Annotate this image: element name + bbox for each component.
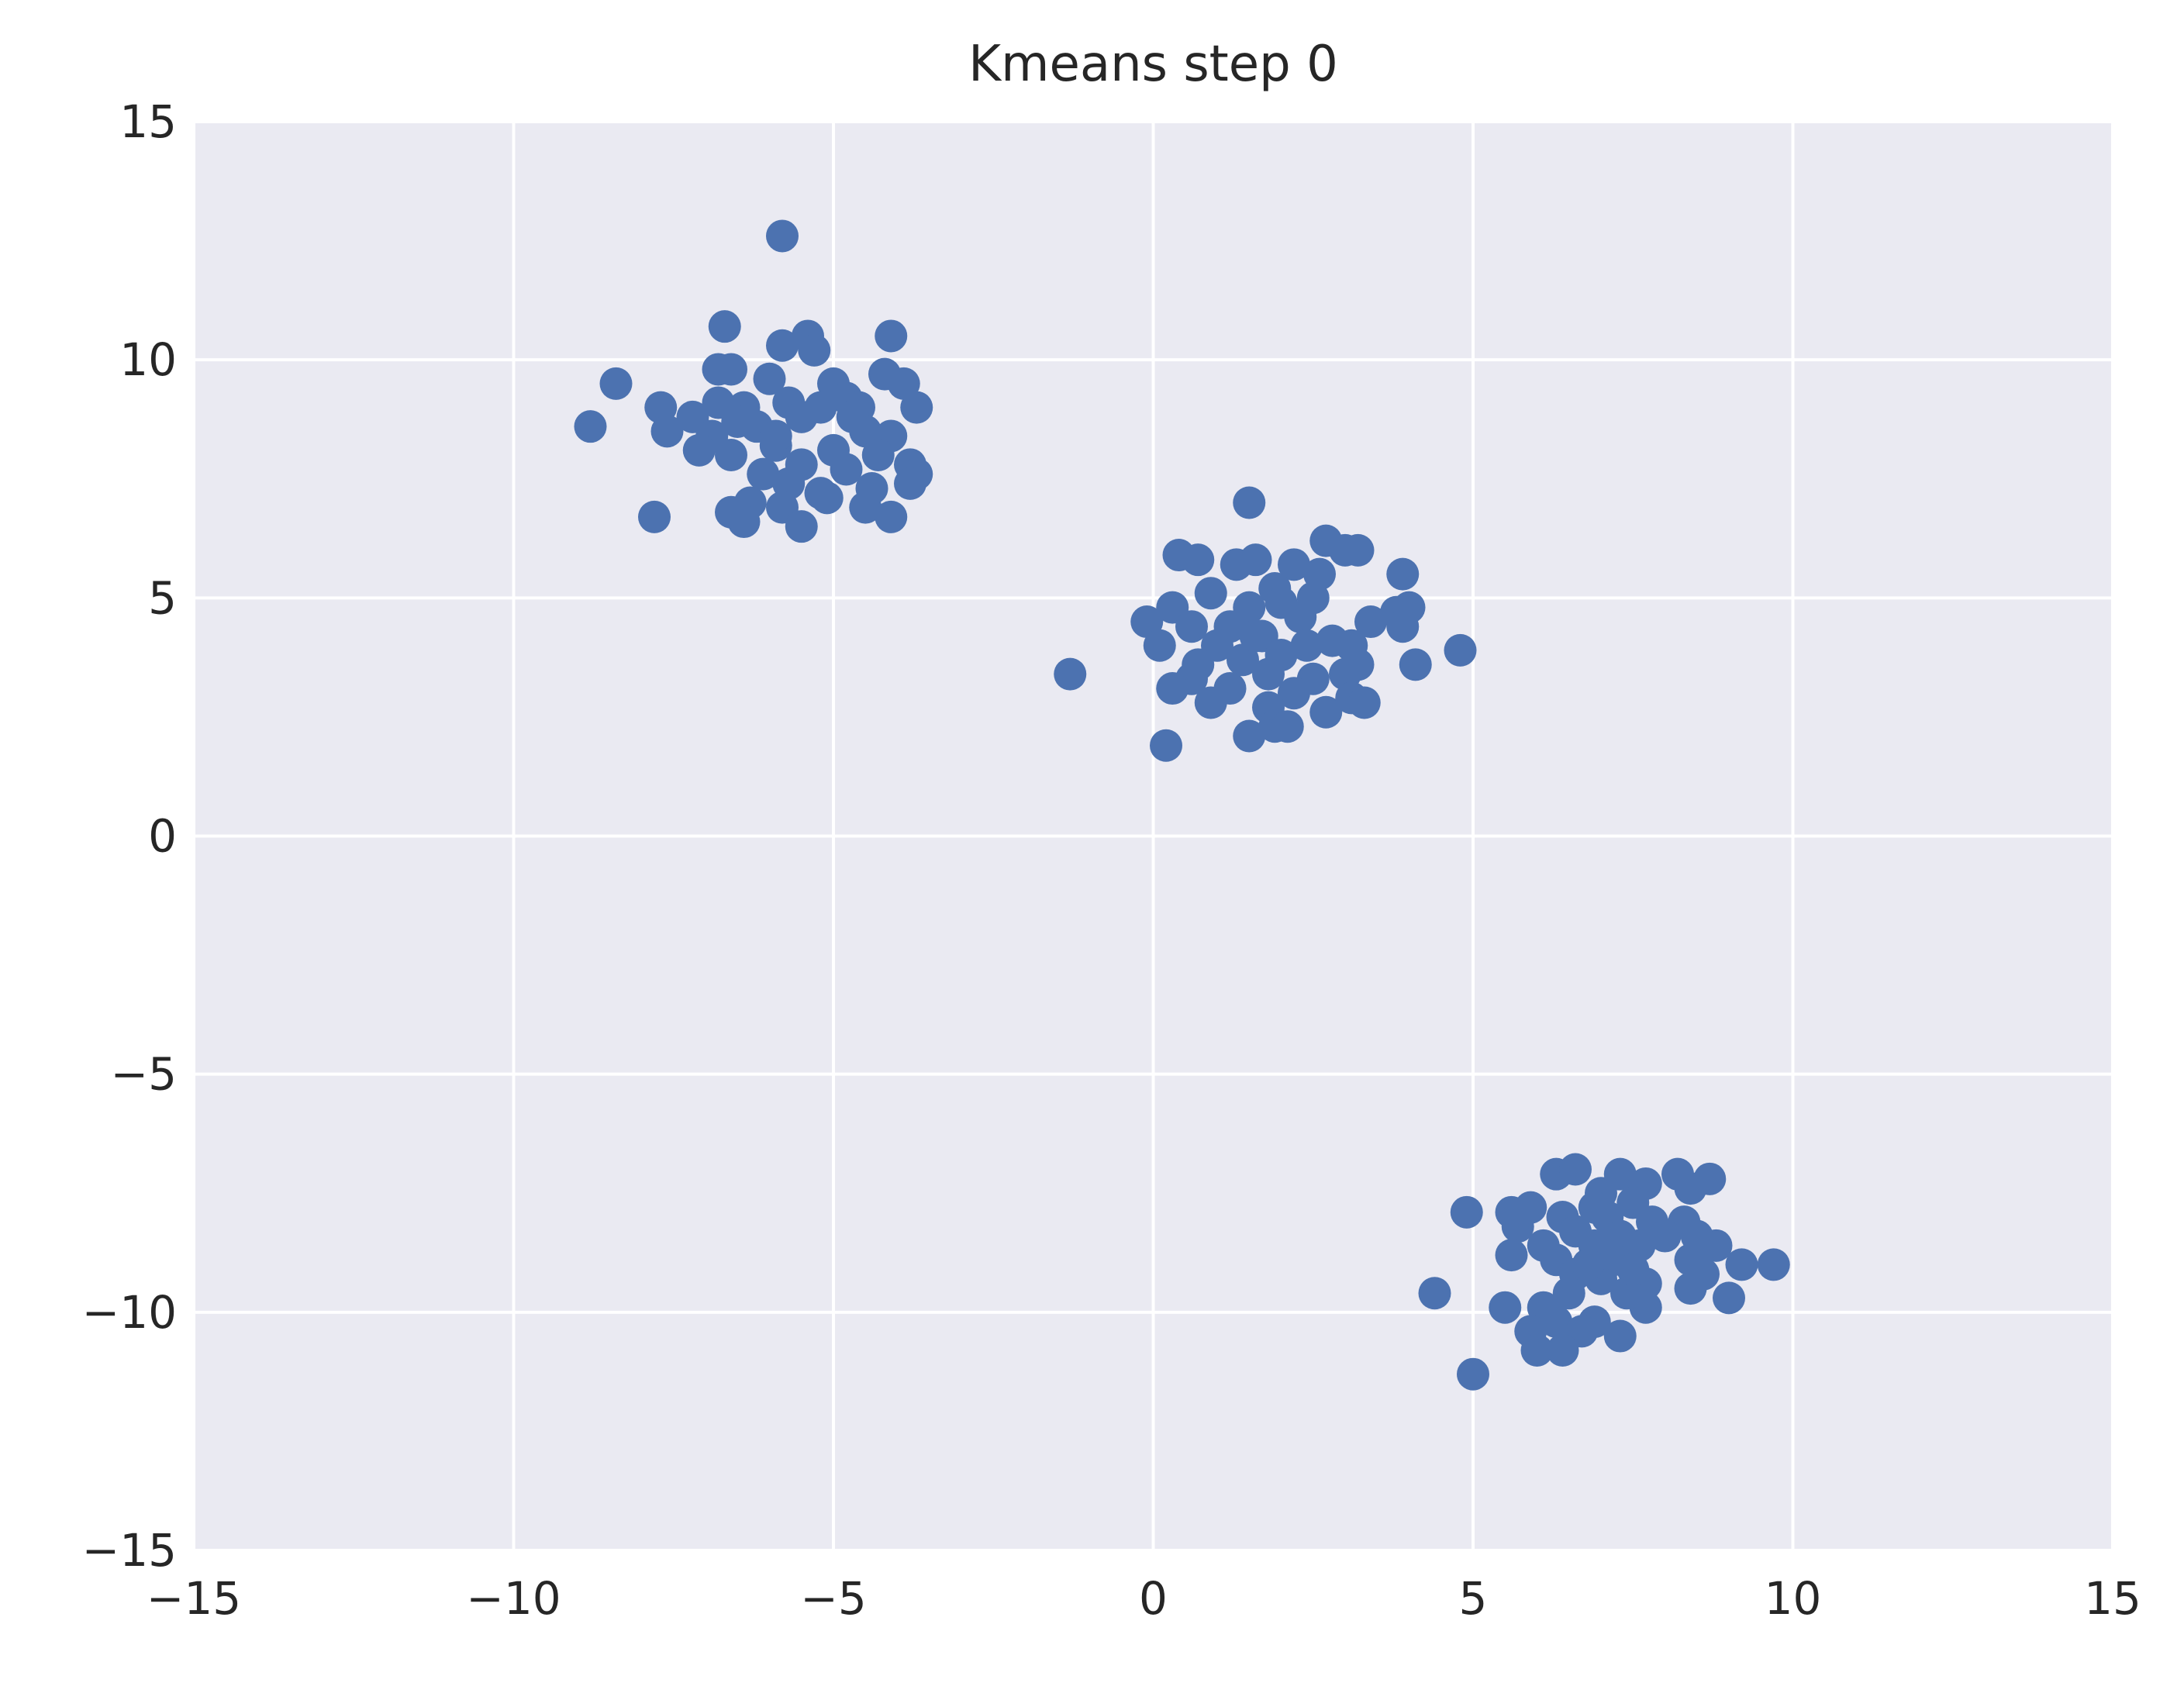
- data-point: [1054, 657, 1087, 691]
- data-point: [1194, 577, 1227, 610]
- data-point: [1713, 1281, 1745, 1315]
- data-point: [875, 500, 908, 533]
- data-point: [1227, 643, 1259, 677]
- data-point: [1284, 600, 1317, 633]
- data-point: [1290, 629, 1323, 662]
- data-point: [1182, 543, 1215, 577]
- x-tick-label: 5: [1459, 1572, 1488, 1625]
- data-point: [650, 415, 684, 448]
- data-point: [1489, 1291, 1522, 1324]
- data-point: [766, 329, 799, 362]
- data-point: [753, 362, 786, 395]
- data-point: [810, 481, 844, 515]
- data-point: [1603, 1319, 1637, 1353]
- data-point: [1546, 1333, 1579, 1367]
- data-point: [798, 333, 831, 367]
- y-tick-label: −5: [111, 1048, 178, 1101]
- data-point: [1616, 1253, 1650, 1286]
- data-point: [727, 505, 761, 539]
- data-point: [1757, 1248, 1790, 1281]
- data-point: [1233, 486, 1266, 519]
- data-point: [804, 391, 837, 424]
- data-point: [849, 491, 882, 524]
- data-point: [1386, 610, 1420, 643]
- data-point: [1501, 1210, 1534, 1243]
- data-point: [1540, 1305, 1573, 1339]
- data-point: [1194, 686, 1227, 719]
- chart-title: Kmeans step 0: [968, 36, 1338, 93]
- data-point: [1341, 533, 1375, 567]
- data-point: [1559, 1153, 1592, 1186]
- data-point: [1699, 1229, 1733, 1262]
- y-tick-label: 0: [148, 810, 177, 863]
- y-tick-label: 5: [148, 571, 177, 624]
- data-point: [1252, 657, 1285, 691]
- x-tick-label: −5: [800, 1572, 867, 1625]
- data-point: [599, 367, 633, 400]
- data-point: [894, 467, 926, 500]
- data-point: [1457, 1357, 1489, 1391]
- data-point: [1725, 1248, 1758, 1281]
- data-point: [1278, 677, 1310, 710]
- data-points: [574, 219, 1790, 1391]
- data-point: [861, 439, 895, 472]
- data-point: [1239, 619, 1272, 653]
- data-point: [574, 410, 607, 443]
- data-point: [1143, 629, 1176, 662]
- y-tick-label: −10: [82, 1286, 177, 1339]
- data-point: [1278, 548, 1310, 581]
- data-point: [1674, 1272, 1707, 1305]
- y-tick-label: 15: [119, 95, 177, 148]
- data-point: [1552, 1277, 1585, 1310]
- data-point: [1386, 557, 1420, 591]
- data-point: [638, 500, 671, 533]
- data-point: [1572, 1248, 1605, 1281]
- data-point: [1418, 1277, 1451, 1310]
- data-point: [1130, 605, 1164, 639]
- data-point: [715, 353, 747, 386]
- data-point: [1233, 719, 1266, 753]
- y-tick-label: −15: [82, 1524, 177, 1577]
- data-point: [1309, 695, 1343, 729]
- x-tick-label: 0: [1139, 1572, 1168, 1625]
- data-point: [682, 433, 716, 467]
- data-point: [766, 219, 799, 253]
- x-axis-tick-labels: −15 −10 −5 0 5 10 15: [147, 1572, 2141, 1625]
- data-point: [1495, 1239, 1528, 1272]
- data-point: [702, 386, 735, 419]
- data-point: [708, 310, 741, 343]
- data-point: [900, 391, 933, 424]
- y-axis-tick-labels: −15 −10 −5 0 5 10 15: [82, 95, 177, 1577]
- x-tick-label: 15: [2084, 1572, 2141, 1625]
- data-point: [1578, 1191, 1611, 1224]
- data-point: [715, 439, 747, 472]
- data-point: [1347, 686, 1381, 719]
- data-point: [1354, 605, 1387, 639]
- data-point: [1239, 543, 1272, 577]
- data-point: [1175, 610, 1208, 643]
- data-point: [1156, 672, 1189, 705]
- x-tick-label: −10: [466, 1572, 561, 1625]
- data-point: [1399, 648, 1432, 681]
- data-point: [759, 419, 792, 453]
- x-tick-label: 10: [1765, 1572, 1822, 1625]
- grid-lines: [192, 120, 2114, 1552]
- y-tick-label: 10: [119, 333, 177, 386]
- data-point: [1271, 710, 1304, 743]
- data-point: [836, 400, 869, 433]
- data-point: [1444, 633, 1477, 667]
- data-point: [830, 453, 863, 486]
- data-point: [1674, 1172, 1707, 1205]
- x-tick-label: −15: [147, 1572, 241, 1625]
- data-point: [875, 319, 908, 353]
- data-point: [785, 510, 818, 543]
- data-point: [1150, 729, 1182, 762]
- data-point: [1520, 1333, 1554, 1367]
- data-point: [887, 367, 920, 400]
- data-point: [1648, 1219, 1682, 1253]
- data-point: [1450, 1195, 1483, 1229]
- data-point: [747, 457, 780, 491]
